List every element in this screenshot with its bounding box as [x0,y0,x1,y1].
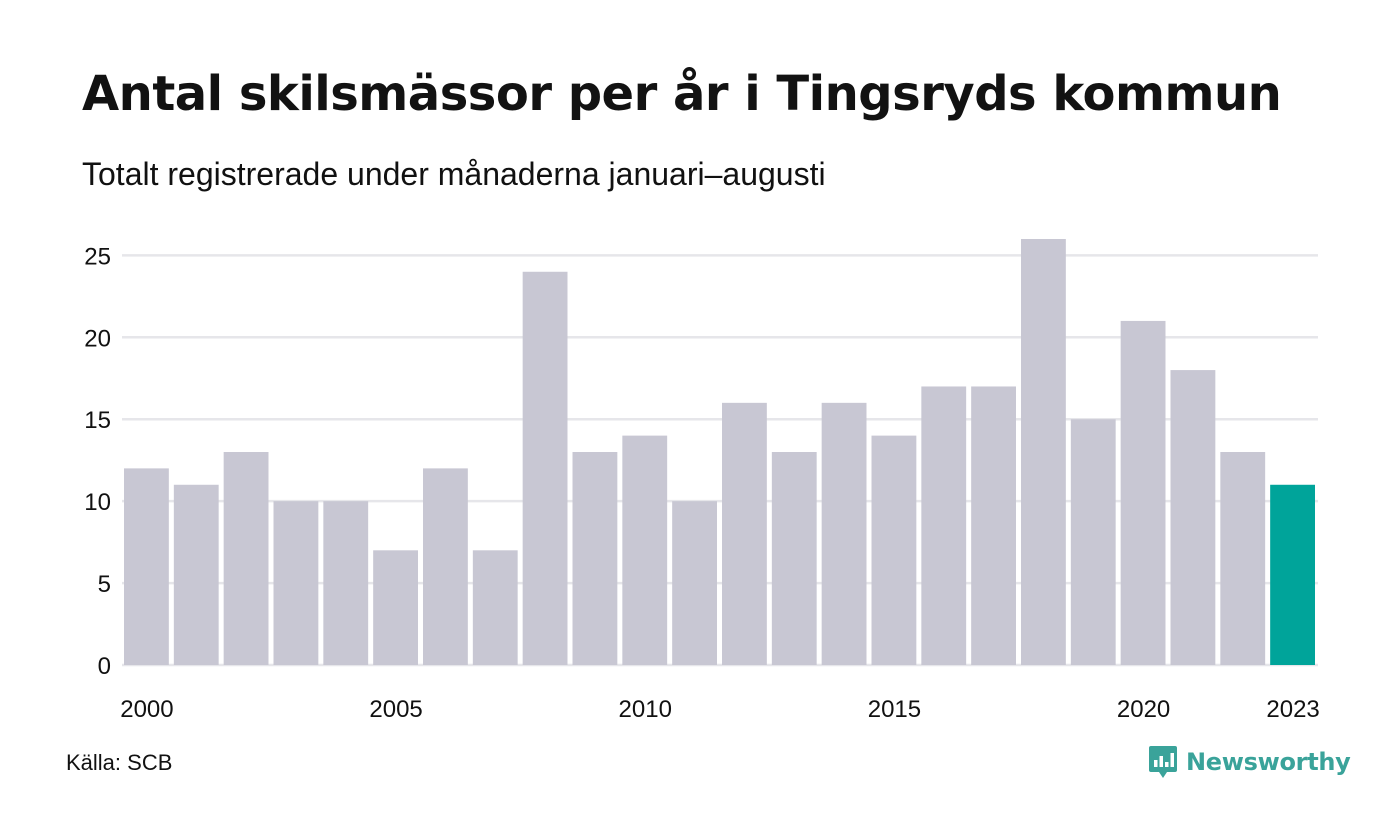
bar-2005 [373,550,418,665]
bar-2006 [423,468,468,665]
bar-2017 [971,386,1016,665]
source-note: Källa: SCB [66,750,173,775]
bar-2014 [821,402,867,665]
bar-2022 [1220,452,1266,665]
bar-2018 [1021,239,1066,665]
bar-2001 [173,484,219,665]
bar-2010 [622,435,668,665]
grid-lines [122,254,1318,667]
bar-2021 [1170,370,1216,665]
bar-2012 [722,402,767,665]
y-tick-label: 25 [84,243,111,270]
x-tick-label: 2010 [619,696,672,723]
bar-2008 [522,271,568,665]
y-axis-labels: 0 5 10 15 20 25 [84,243,111,680]
bar-2013 [771,452,817,665]
y-tick-label: 0 [98,653,111,680]
bar-2015 [871,435,917,665]
brand-name: Newsworthy [1186,748,1351,776]
brand-logo: Newsworthy [1148,744,1351,780]
x-tick-label: 2000 [120,696,173,723]
bar-2003 [273,501,319,665]
bar-2009 [572,452,618,665]
bar-2011 [672,501,717,665]
bar-2000 [124,468,169,665]
newsworthy-logo-icon [1149,746,1177,778]
chart-title: Antal skilsmässor per år i Tingsryds kom… [82,66,1282,122]
x-axis-labels: 2000 2005 2010 2015 2020 2023 [120,696,1320,723]
x-tick-label: 2005 [369,696,422,723]
x-tick-label: 2020 [1117,696,1170,723]
x-tick-label: 2015 [868,696,921,723]
y-tick-label: 15 [84,407,111,434]
bar-2019 [1070,419,1116,665]
y-tick-label: 5 [98,571,111,598]
bar-chart: 0 5 10 15 20 25 2000 2005 2010 2015 2020 2023 [84,239,1320,723]
bar-2007 [472,550,518,665]
bars [124,239,1315,665]
bar-2020 [1120,320,1166,665]
bar-2016 [921,386,967,665]
y-tick-label: 20 [84,325,111,352]
y-tick-label: 10 [84,489,111,516]
bar-2004 [323,501,369,665]
x-tick-label: 2023 [1266,696,1319,723]
chart-subtitle: Totalt registrerade under månaderna janu… [82,156,826,192]
bar-2023 [1270,484,1315,665]
bar-2002 [223,452,269,665]
